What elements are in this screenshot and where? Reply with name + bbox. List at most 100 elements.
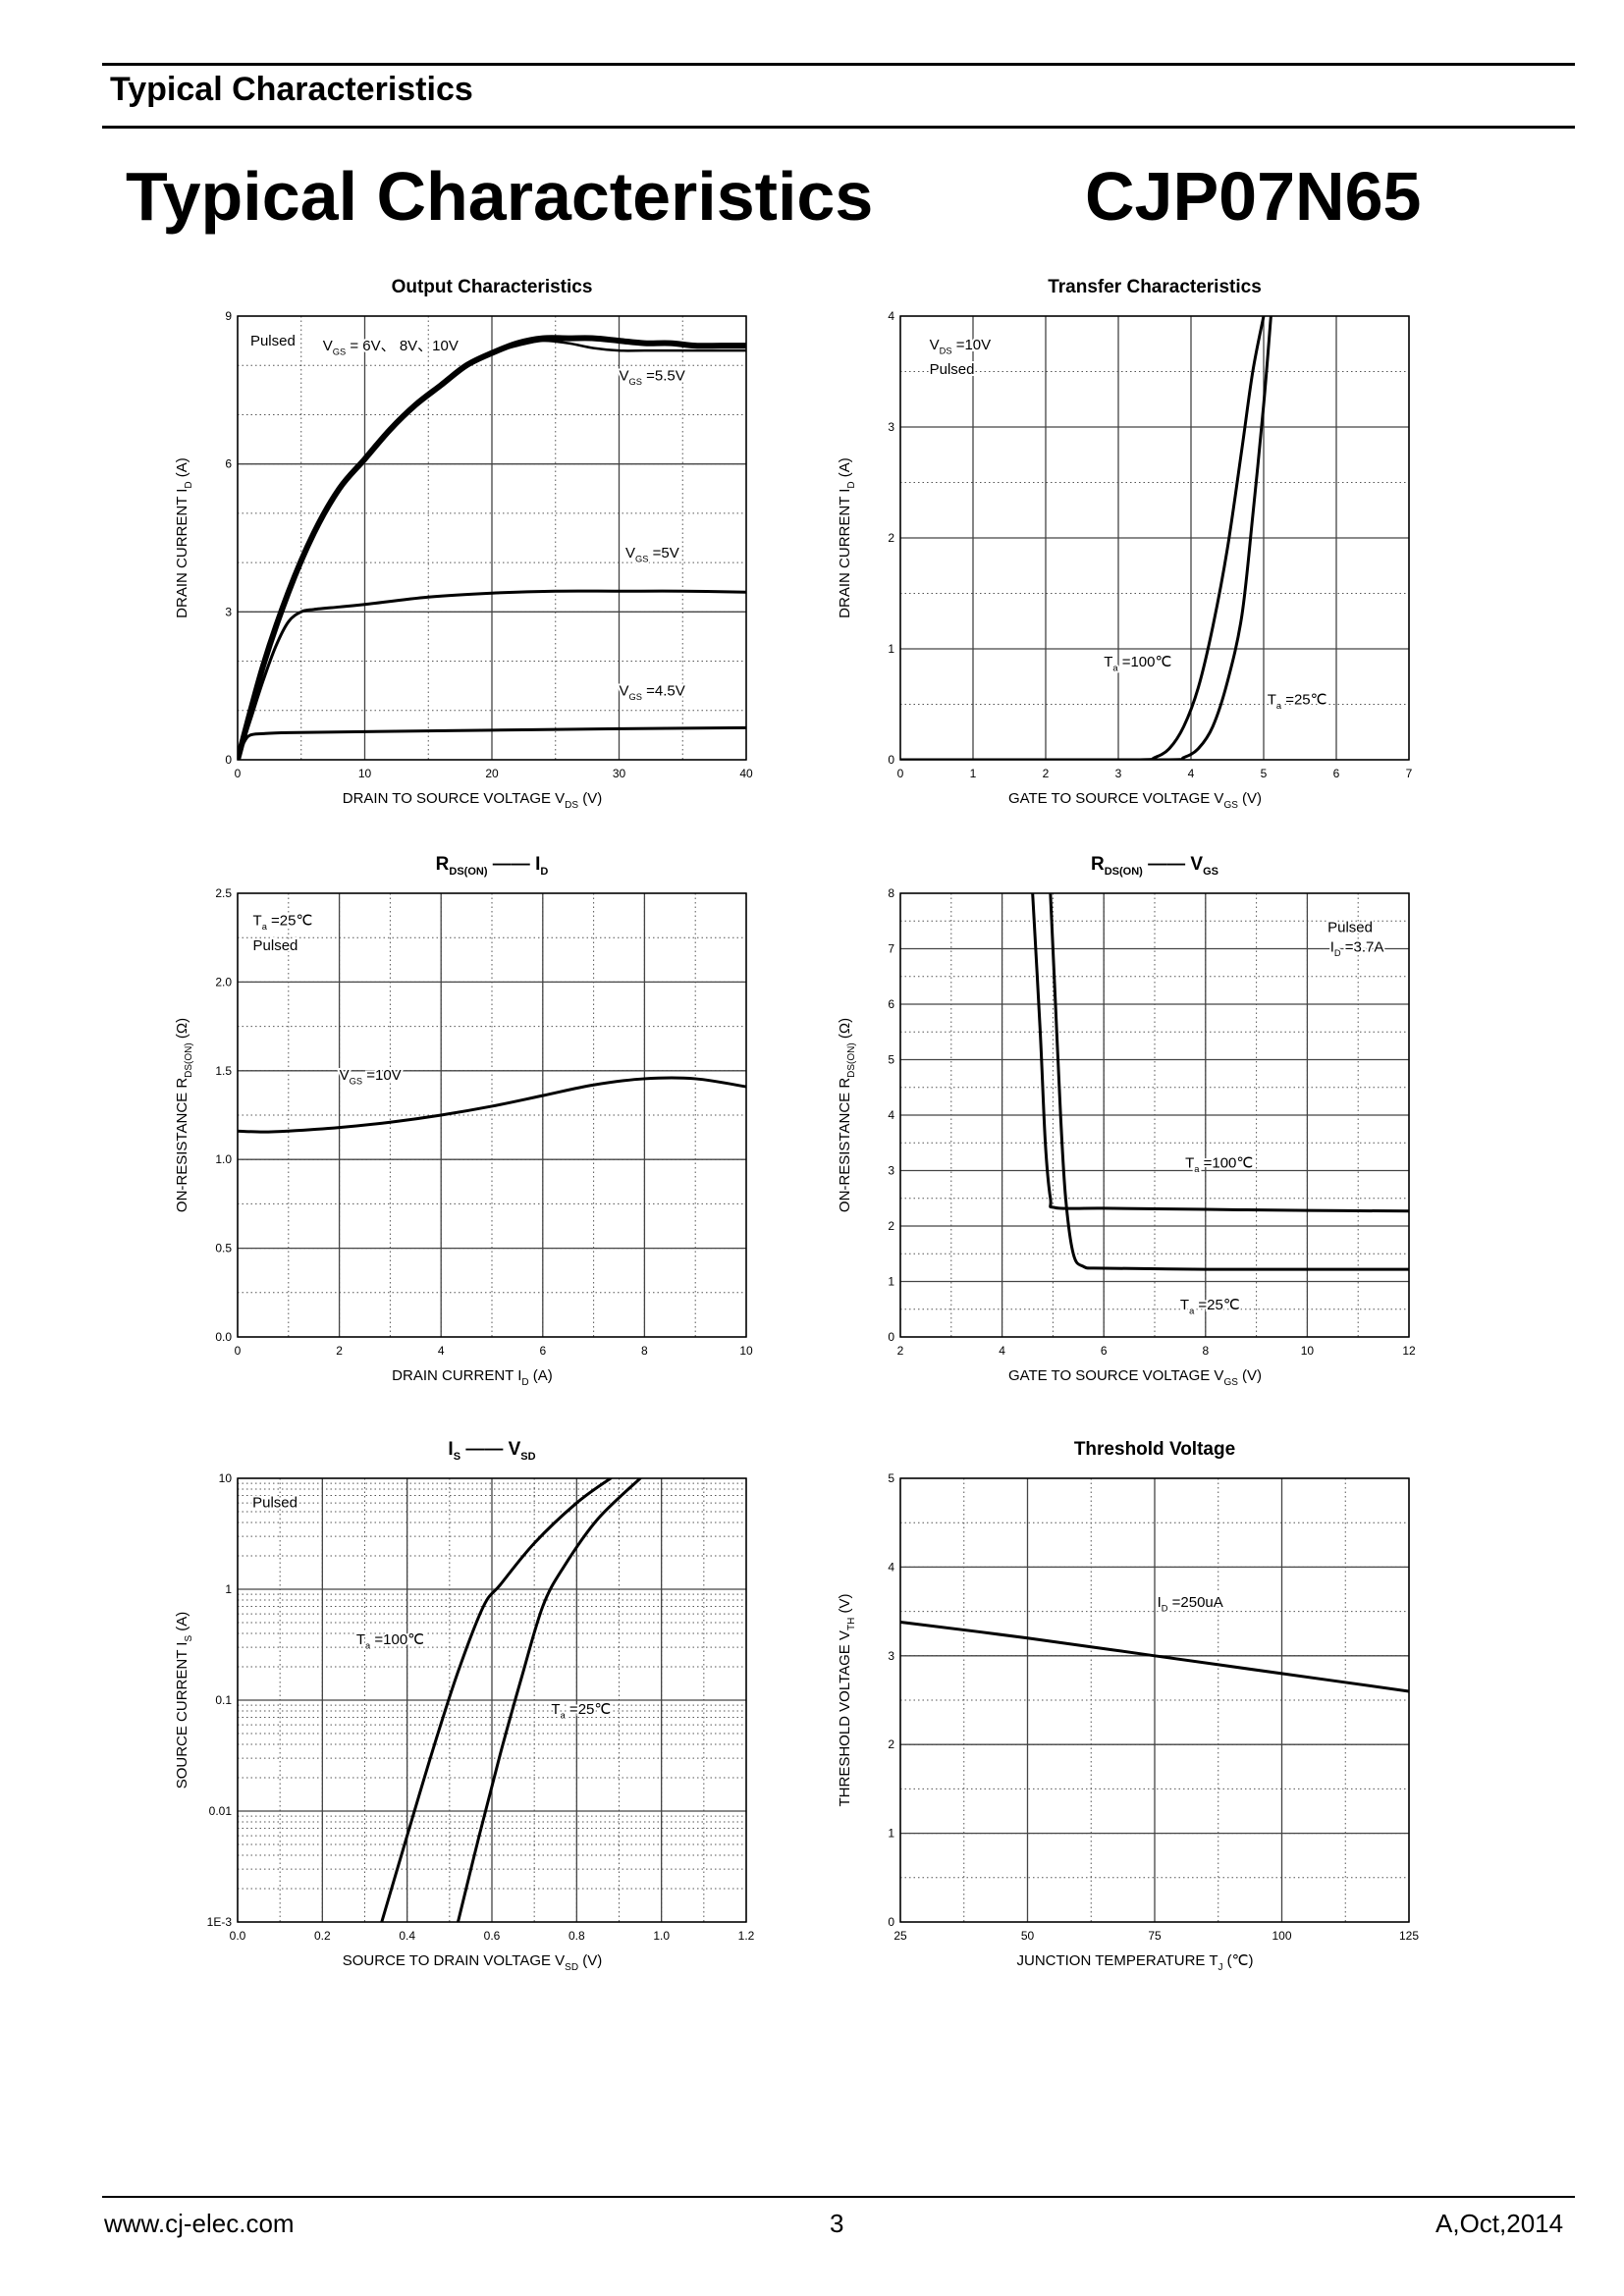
- chart-title: RDS(ON) —— VGS: [1091, 854, 1218, 878]
- header-section-title: Typical Characteristics: [110, 71, 473, 108]
- chart-output-characteristics: 0 10 20 30 40 0 3 6 9 Output Characteristics DRAIN…: [137, 265, 753, 815]
- annotation: VGS =5.5V: [620, 367, 685, 387]
- y-tick-label: 0.01: [209, 1804, 233, 1818]
- grid: [237, 1477, 747, 1923]
- x-tick-label: 4: [1188, 767, 1195, 780]
- y-tick-label: 3: [888, 1164, 894, 1178]
- y-axis-label: DRAIN CURRENT ID (A): [837, 457, 857, 618]
- series-line: [900, 316, 1272, 760]
- annotation: Ta =25℃: [1180, 1297, 1240, 1316]
- x-tick-label: 2: [897, 1344, 904, 1358]
- annotation: Ta =25℃: [1268, 692, 1327, 712]
- chart-svg: 0 2 4 6 8 10 0.0 0.5 1.0 1.5 2.0 2.5 RDS(ON) —— ID DR…: [174, 854, 753, 1388]
- y-axis-label: THRESHOLD VOLTAGE VTH (V): [837, 1594, 857, 1807]
- grid: [899, 1477, 1410, 1923]
- chart-title: Output Characteristics: [392, 277, 593, 297]
- series-group: [1031, 893, 1409, 1271]
- y-tick-label: 10: [219, 1471, 233, 1485]
- grid: [237, 892, 747, 1338]
- annotation: Pulsed: [250, 333, 296, 349]
- x-tick-label: 10: [1301, 1344, 1315, 1358]
- footer-website: www.cj-elec.com: [104, 2209, 295, 2238]
- chart-threshold-voltage: 25 50 75 100 125 0 1 2 3 4 5 Threshold Voltage JUNCT…: [800, 1427, 1419, 1977]
- annotation: ID =250uA: [1158, 1594, 1223, 1614]
- plot-frame: [899, 892, 1410, 1338]
- annotation: Ta =100℃: [1185, 1155, 1253, 1175]
- x-axis-label: GATE TO SOURCE VOLTAGE VGS (V): [1008, 790, 1262, 811]
- chart-title: Threshold Voltage: [1074, 1439, 1235, 1460]
- plot-frame: [237, 1477, 747, 1923]
- plot-frame: [237, 892, 747, 1338]
- y-tick-label: 1.5: [215, 1064, 232, 1078]
- x-axis-label: GATE TO SOURCE VOLTAGE VGS (V): [1008, 1367, 1262, 1388]
- x-tick-label: 0.8: [568, 1929, 585, 1943]
- chart-title: IS —— VSD: [448, 1439, 535, 1463]
- chart-is-vs-vsd: 0.0 0.2 0.4 0.6 0.8 1.0 1.2 1E-3 0.01 0.1 1 10 IS ——…: [137, 1427, 755, 1977]
- series-line: [1031, 893, 1409, 1213]
- x-tick-label: 10: [739, 1344, 753, 1358]
- series-line: [238, 725, 746, 760]
- chart-rdson-vs-id: 0 2 4 6 8 10 0.0 0.5 1.0 1.5 2.0 2.5 RDS(ON) —— ID DR…: [137, 842, 753, 1392]
- y-tick-label: 0: [888, 753, 894, 767]
- annotation: VGS =4.5V: [620, 683, 685, 703]
- x-tick-label: 6: [1101, 1344, 1108, 1358]
- x-tick-label: 1.0: [653, 1929, 670, 1943]
- x-tick-label: 30: [613, 767, 626, 780]
- y-tick-label: 1: [225, 1582, 232, 1596]
- footer-page-number: 3: [830, 2209, 844, 2238]
- series-group: [900, 316, 1272, 760]
- y-tick-label: 5: [888, 1053, 894, 1067]
- x-tick-label: 1.2: [738, 1929, 755, 1943]
- y-tick-label: 1: [888, 1827, 894, 1841]
- y-tick-label: 6: [225, 457, 232, 471]
- y-tick-label: 0.1: [215, 1693, 232, 1707]
- y-tick-label: 8: [888, 886, 894, 900]
- series-line: [238, 339, 746, 760]
- x-tick-label: 3: [1115, 767, 1122, 780]
- y-tick-label: 3: [225, 605, 232, 618]
- header-rule-top: [102, 63, 1575, 66]
- series-group: [238, 1076, 746, 1134]
- y-tick-label: 3: [888, 420, 894, 434]
- annotation: Ta =100℃: [356, 1631, 424, 1651]
- footer-rule: [102, 2196, 1575, 2198]
- x-tick-label: 8: [1202, 1344, 1209, 1358]
- header-rule-bottom: [102, 126, 1575, 129]
- y-tick-label: 5: [888, 1471, 894, 1485]
- x-tick-label: 12: [1402, 1344, 1416, 1358]
- y-tick-label: 1.0: [215, 1152, 232, 1166]
- y-tick-label: 2: [888, 531, 894, 545]
- x-tick-label: 0.6: [484, 1929, 501, 1943]
- x-tick-label: 0: [235, 767, 242, 780]
- annotation: Ta =25℃: [551, 1701, 611, 1721]
- y-axis-label: SOURCE CURRENT IS (A): [174, 1612, 194, 1789]
- annotation: Ta =25℃: [253, 913, 313, 933]
- x-tick-label: 0.2: [314, 1929, 331, 1943]
- y-tick-label: 2: [888, 1737, 894, 1751]
- y-tick-label: 4: [888, 1108, 894, 1122]
- grid: [899, 315, 1410, 761]
- y-tick-label: 4: [888, 1560, 894, 1574]
- x-tick-label: 125: [1399, 1929, 1419, 1943]
- part-number: CJP07N65: [1085, 158, 1422, 235]
- plot-frame: [237, 315, 747, 761]
- y-tick-label: 2: [888, 1219, 894, 1233]
- footer-revision: A,Oct,2014: [1435, 2209, 1564, 2238]
- chart-svg: 25 50 75 100 125 0 1 2 3 4 5 Threshold Voltage JUNCT…: [837, 1439, 1419, 1973]
- page-title: Typical Characteristics: [126, 158, 874, 235]
- series-group: [238, 335, 746, 760]
- x-tick-label: 2: [1043, 767, 1050, 780]
- x-tick-label: 4: [438, 1344, 445, 1358]
- chart-svg: 0 10 20 30 40 0 3 6 9 Output Characteristics DRAIN…: [174, 277, 753, 811]
- x-axis-label: DRAIN TO SOURCE VOLTAGE VDS (V): [343, 790, 603, 811]
- annotation: VGS = 6V、 8V、10V: [323, 338, 459, 357]
- annotation: VGS =10V: [340, 1067, 402, 1087]
- x-axis-label: JUNCTION TEMPERATURE TJ (℃): [1016, 1952, 1253, 1973]
- y-axis-label: ON-RESISTANCE RDS(ON) (Ω): [174, 1018, 194, 1212]
- series-group: [900, 1620, 1409, 1693]
- y-tick-label: 0: [225, 753, 232, 767]
- annotation: Ta =100℃: [1104, 654, 1171, 673]
- x-axis-label: DRAIN CURRENT ID (A): [392, 1367, 553, 1388]
- x-tick-label: 4: [999, 1344, 1005, 1358]
